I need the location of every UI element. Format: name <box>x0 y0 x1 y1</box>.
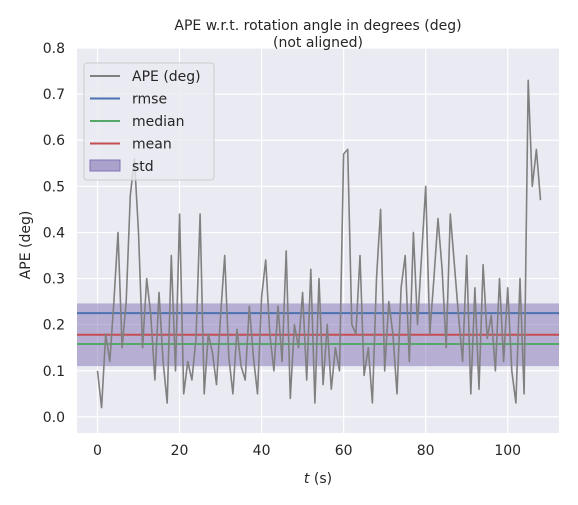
x-tick-label: 0 <box>93 443 102 459</box>
chart-subtitle: (not aligned) <box>273 35 363 51</box>
y-tick-label: 0.1 <box>43 364 65 380</box>
y-tick-label: 0.3 <box>43 272 65 288</box>
y-tick-label: 0.2 <box>43 318 65 334</box>
x-tick-label: 80 <box>417 443 435 459</box>
legend-label: median <box>132 114 184 130</box>
x-tick-label: 100 <box>494 443 521 459</box>
legend-label: APE (deg) <box>132 69 201 85</box>
legend-label: rmse <box>132 92 167 108</box>
x-axis-label-unit: (s) <box>309 471 332 487</box>
legend-swatch-std <box>90 160 120 171</box>
y-tick-label: 0.4 <box>43 225 65 241</box>
y-tick-label: 0.5 <box>43 179 65 195</box>
y-axis-label: APE (deg) <box>18 211 34 280</box>
chart-title: APE w.r.t. rotation angle in degrees (de… <box>174 18 461 34</box>
y-tick-label: 0.8 <box>43 41 65 57</box>
x-axis-label: t (s) <box>304 471 332 487</box>
x-tick-labels: 0 20 40 60 80 100 <box>93 443 521 459</box>
y-tick-label: 0.7 <box>43 87 65 103</box>
legend-label: std <box>132 159 154 175</box>
x-tick-label: 40 <box>253 443 271 459</box>
y-tick-label: 0.6 <box>43 133 65 149</box>
legend-label: mean <box>132 137 172 153</box>
legend: APE (deg) rmse median mean std <box>84 63 214 180</box>
y-tick-label: 0.0 <box>43 410 65 426</box>
x-tick-label: 20 <box>171 443 189 459</box>
y-tick-labels: 0.0 0.1 0.2 0.3 0.4 0.5 0.6 0.7 0.8 <box>43 41 65 426</box>
x-tick-label: 60 <box>335 443 353 459</box>
